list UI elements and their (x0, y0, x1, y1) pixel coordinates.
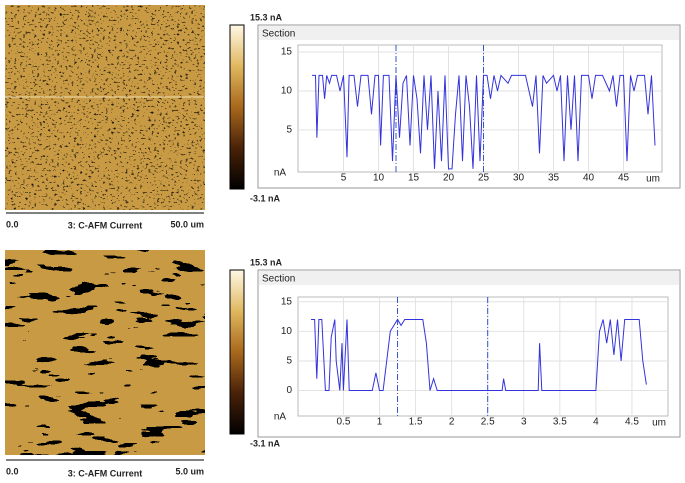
x-tick-label: 3.5 (553, 417, 567, 428)
y-tick-label: 5 (286, 125, 292, 136)
x-tick-label: 10 (373, 173, 385, 184)
y-tick-label: 0 (286, 385, 292, 396)
scale-start: 0.0 (6, 219, 19, 229)
plot-frame (297, 296, 669, 417)
x-tick-label: 5 (341, 173, 347, 184)
x-tick-label: 1.5 (409, 417, 423, 428)
x-tick-label: 4.5 (625, 417, 639, 428)
image-caption: 3: C-AFM Current (68, 468, 143, 478)
scale-end: 50.0 um (170, 219, 204, 229)
x-tick-label: 0.5 (336, 417, 350, 428)
y-axis-label: nA (274, 168, 287, 179)
afm-image-1 (5, 5, 205, 210)
x-tick-label: 4 (593, 417, 599, 428)
x-tick-label: 35 (548, 173, 560, 184)
y-tick-label: 15 (281, 47, 293, 58)
x-tick-label: 40 (583, 173, 595, 184)
colorbar (229, 269, 245, 435)
x-tick-label: 20 (443, 173, 455, 184)
y-tick-label: 5 (286, 356, 292, 367)
x-tick-label: 45 (618, 173, 630, 184)
colorbar-min: -3.1 nA (250, 193, 281, 203)
x-tick-label: 3 (521, 417, 527, 428)
panel-header (259, 26, 679, 40)
scale-start: 0.0 (6, 466, 19, 476)
panel-title: Section (262, 29, 295, 40)
afm-image-2 (5, 250, 205, 455)
image-caption: 3: C-AFM Current (68, 220, 143, 230)
y-tick-label: 10 (281, 86, 293, 97)
panel-title: Section (262, 274, 295, 285)
colorbar-max: 15.3 nA (250, 12, 283, 22)
x-tick-label: 1 (377, 417, 383, 428)
x-tick-label: 2 (449, 417, 455, 428)
colorbar-min: -3.1 nA (250, 438, 281, 448)
x-axis-label: um (652, 418, 666, 429)
section-line (312, 74, 656, 170)
y-tick-label: 15 (281, 296, 293, 307)
x-tick-label: 15 (408, 173, 420, 184)
y-tick-label: 10 (281, 326, 293, 337)
x-axis-label: um (646, 174, 660, 185)
y-axis-label: nA (274, 412, 287, 423)
scale-end: 5.0 um (175, 466, 204, 476)
panel-header (259, 271, 679, 285)
colorbar-max: 15.3 nA (250, 257, 283, 267)
section-line (311, 318, 647, 391)
colorbar (229, 24, 245, 190)
x-tick-label: 25 (478, 173, 490, 184)
x-tick-label: 30 (513, 173, 525, 184)
x-tick-label: 2.5 (481, 417, 495, 428)
